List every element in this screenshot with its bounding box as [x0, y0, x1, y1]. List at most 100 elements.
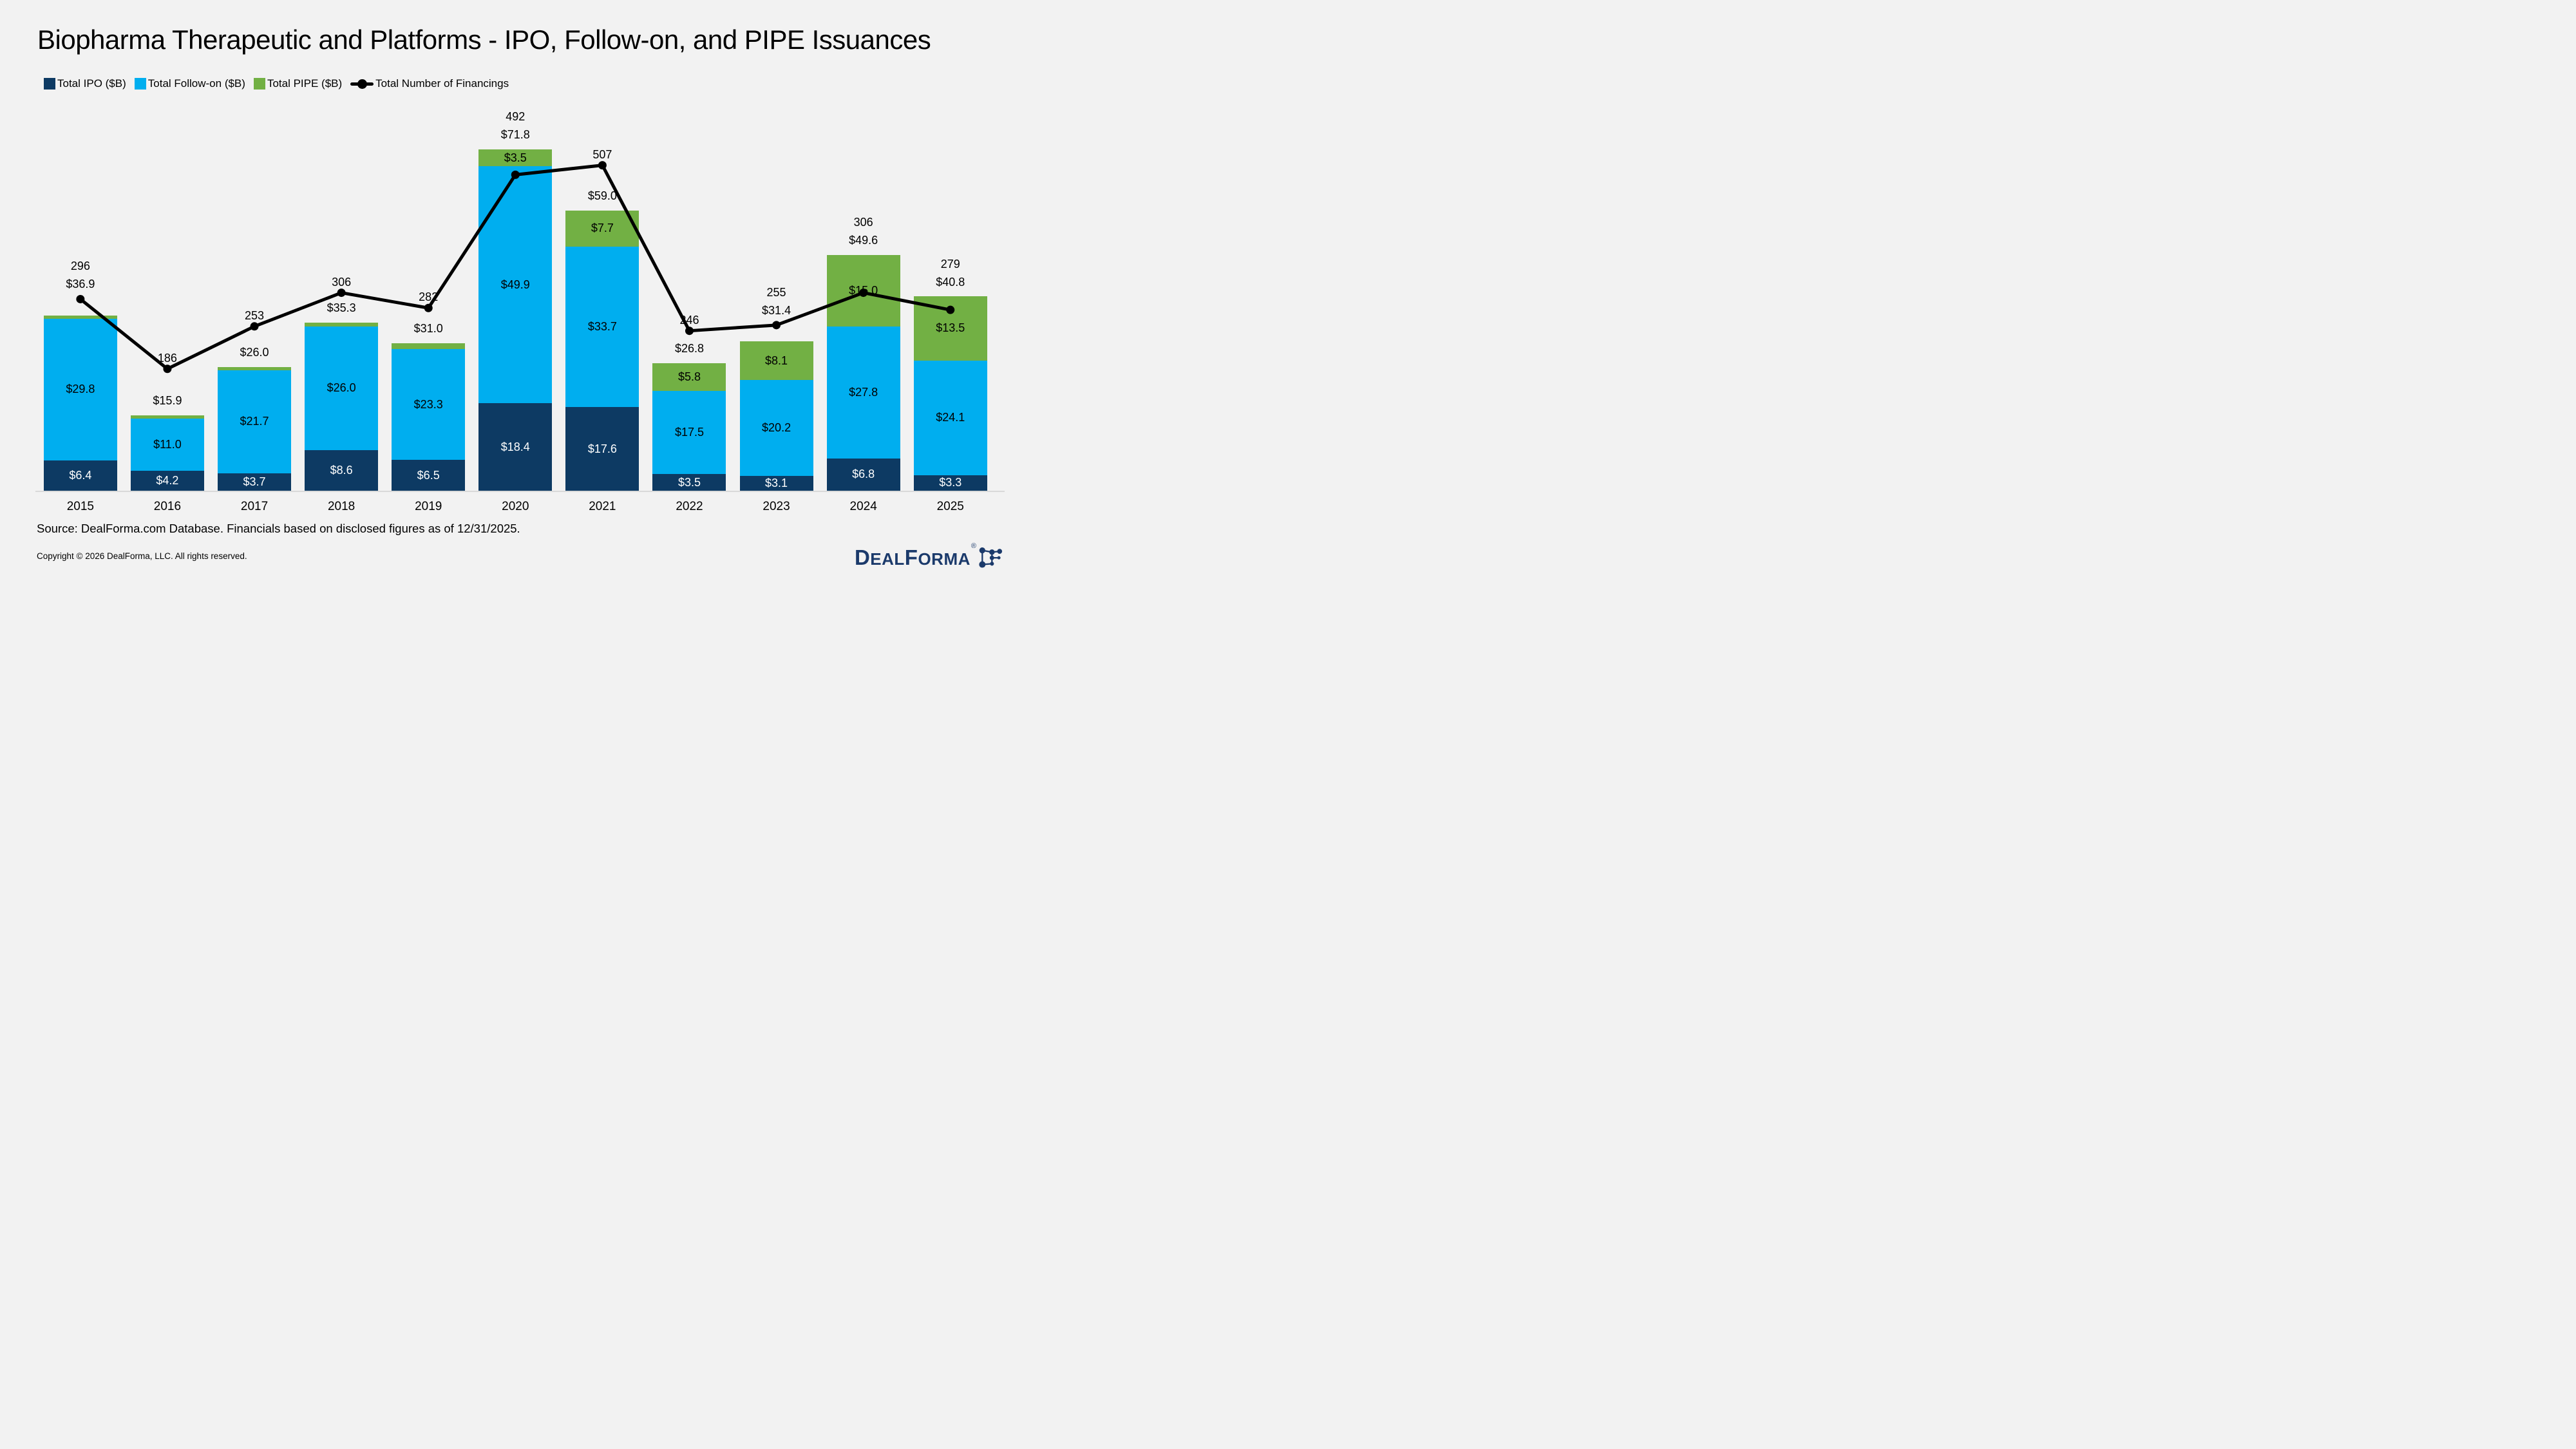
chart-title: Biopharma Therapeutic and Platforms - IP…	[37, 24, 931, 55]
legend-label-financings: Total Number of Financings	[375, 77, 509, 90]
segment-label-ipo-2016: $4.2	[156, 473, 179, 487]
count-label-2021: 507	[592, 147, 612, 161]
total-label-2016: $15.9	[153, 393, 182, 407]
bar-segment-follow-on-2017: $21.7	[218, 370, 292, 473]
line-marker-2015	[76, 294, 85, 303]
bar-segment-pipe-2018	[305, 323, 379, 327]
year-label-2024: 2024	[849, 500, 877, 513]
legend-item-total-follow-on: Total Follow-on ($B)	[134, 77, 245, 90]
bar-segment-follow-on-2022: $17.5	[652, 391, 726, 475]
dealforma-logo: D EAL F ORMA ®	[855, 541, 1021, 573]
x-axis-line	[35, 491, 1005, 492]
segment-label-follow-on-2023: $20.2	[762, 421, 791, 435]
bar-segment-follow-on-2025: $24.1	[913, 360, 987, 475]
count-label-2016: 186	[157, 351, 177, 365]
legend-item-total-ipo: Total IPO ($B)	[44, 77, 126, 90]
legend-swatch-ipo-icon	[44, 78, 55, 90]
bar-segment-pipe-2021: $7.7	[565, 210, 639, 247]
segment-label-follow-on-2017: $21.7	[240, 415, 269, 428]
count-label-2025: 279	[940, 257, 960, 270]
count-label-2015: 296	[70, 260, 90, 273]
line-marker-2018	[337, 289, 346, 298]
bar-segment-pipe-2015	[43, 315, 117, 319]
segment-label-pipe-2023: $8.1	[765, 354, 788, 367]
bar-segment-pipe-2016	[130, 415, 204, 419]
count-label-2023: 255	[766, 285, 786, 299]
segment-label-follow-on-2015: $29.8	[66, 383, 95, 396]
legend-swatch-pipe-icon	[253, 78, 265, 90]
total-label-2024: $49.6	[849, 233, 878, 247]
total-label-2025: $40.8	[936, 275, 965, 289]
segment-label-follow-on-2020: $49.9	[500, 278, 530, 291]
bar-segment-pipe-2022: $5.8	[652, 363, 726, 391]
line-marker-2023	[772, 321, 781, 330]
year-label-2017: 2017	[240, 500, 269, 513]
segment-label-ipo-2021: $17.6	[587, 442, 617, 455]
legend-label-total-pipe: Total PIPE ($B)	[267, 77, 343, 90]
bar-segment-ipo-2019: $6.5	[392, 460, 466, 491]
segment-label-ipo-2019: $6.5	[417, 468, 440, 482]
bar-segment-follow-on-2016: $11.0	[130, 418, 204, 471]
bar-segment-pipe-2017	[218, 367, 292, 370]
bar-segment-ipo-2016: $4.2	[130, 471, 204, 491]
segment-label-follow-on-2022: $17.5	[674, 426, 704, 439]
legend: Total IPO ($B) Total Follow-on ($B) Tota…	[44, 77, 517, 90]
count-label-2024: 306	[853, 215, 873, 229]
segment-label-pipe-2022: $5.8	[677, 370, 701, 384]
bar-segment-ipo-2025: $3.3	[913, 475, 987, 491]
total-label-2018: $35.3	[327, 301, 356, 315]
bar-segment-ipo-2023: $3.1	[739, 476, 813, 491]
total-label-2015: $36.9	[66, 278, 95, 291]
segment-label-ipo-2023: $3.1	[765, 477, 788, 490]
legend-swatch-follow-on-icon	[134, 78, 146, 90]
segment-label-ipo-2017: $3.7	[243, 475, 266, 488]
total-label-2022: $26.8	[674, 342, 704, 355]
line-marker-2016	[163, 365, 172, 374]
year-label-2022: 2022	[676, 500, 703, 513]
total-label-2023: $31.4	[762, 303, 791, 317]
segment-label-follow-on-2016: $11.0	[153, 437, 182, 451]
bar-segment-pipe-2020: $3.5	[478, 149, 553, 166]
legend-item-total-pipe: Total PIPE ($B)	[253, 77, 343, 90]
chart-plot-area: $6.4 $29.8 $36.9 296 2015 $4.2 $11.0 $15.9 186 20…	[0, 0, 1030, 535]
logo-text: D EAL F ORMA	[854, 545, 971, 569]
bar-segment-ipo-2015: $6.4	[43, 460, 117, 491]
year-label-2016: 2016	[153, 500, 182, 513]
year-label-2018: 2018	[327, 500, 355, 513]
line-marker-2019	[424, 303, 433, 312]
bar-segment-ipo-2022: $3.5	[652, 474, 726, 491]
segment-label-ipo-2025: $3.3	[939, 476, 962, 489]
segment-label-pipe-2024: $15.0	[849, 283, 878, 297]
line-marker-2017	[250, 322, 259, 331]
total-label-2021: $59.0	[587, 189, 617, 202]
segment-label-follow-on-2025: $24.1	[936, 411, 965, 424]
year-label-2019: 2019	[415, 500, 442, 513]
segment-label-ipo-2022: $3.5	[677, 475, 701, 489]
bar-segment-follow-on-2020: $49.9	[478, 166, 553, 404]
bar-segment-ipo-2020: $18.4	[478, 403, 553, 491]
count-label-2019: 282	[419, 290, 439, 304]
legend-label-total-follow-on: Total Follow-on ($B)	[147, 77, 245, 90]
segment-label-ipo-2018: $8.6	[330, 463, 353, 477]
segment-label-follow-on-2024: $27.8	[849, 385, 878, 399]
count-label-2017: 253	[244, 308, 265, 322]
bar-segment-ipo-2024: $6.8	[826, 458, 900, 491]
line-marker-2022	[685, 327, 694, 336]
year-label-2020: 2020	[502, 500, 529, 513]
line-marker-2021	[598, 161, 607, 170]
segment-label-follow-on-2021: $33.7	[587, 320, 617, 334]
segment-label-ipo-2024: $6.8	[852, 468, 875, 481]
legend-item-financings: Total Number of Financings	[350, 77, 509, 90]
bar-segment-follow-on-2024: $27.8	[826, 326, 900, 459]
bar-segment-follow-on-2018: $26.0	[305, 326, 379, 450]
bar-segment-follow-on-2019: $23.3	[392, 349, 466, 460]
bar-segment-pipe-2025: $13.5	[913, 296, 987, 361]
bar-segment-pipe-2019	[392, 343, 466, 350]
total-label-2017: $26.0	[240, 346, 269, 359]
segment-label-pipe-2020: $3.5	[504, 151, 527, 164]
legend-line-marker-icon	[350, 78, 374, 90]
bar-segment-pipe-2024: $15.0	[826, 254, 900, 327]
total-label-2019: $31.0	[413, 322, 443, 336]
segment-label-follow-on-2018: $26.0	[327, 381, 356, 395]
segment-label-pipe-2021: $7.7	[591, 222, 614, 235]
